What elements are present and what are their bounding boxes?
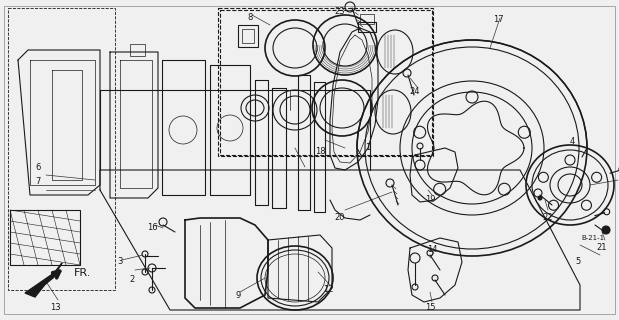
Text: FR.: FR. xyxy=(74,268,92,278)
Text: 2: 2 xyxy=(129,276,134,284)
Bar xyxy=(220,10,432,155)
Bar xyxy=(242,29,254,43)
Text: 18: 18 xyxy=(314,148,326,156)
Text: 7: 7 xyxy=(35,178,41,187)
Bar xyxy=(358,22,376,32)
Text: 12: 12 xyxy=(322,285,333,294)
Text: 15: 15 xyxy=(425,303,435,313)
Text: 9: 9 xyxy=(235,292,241,300)
Text: 24: 24 xyxy=(410,87,420,97)
Bar xyxy=(10,210,80,265)
Text: 19: 19 xyxy=(425,196,435,204)
Bar xyxy=(360,14,374,24)
Polygon shape xyxy=(25,263,62,297)
Text: 1: 1 xyxy=(365,143,371,153)
Bar xyxy=(218,8,433,156)
Text: 17: 17 xyxy=(493,15,503,25)
Circle shape xyxy=(538,196,542,200)
Text: 8: 8 xyxy=(248,13,253,22)
Text: B-21-1: B-21-1 xyxy=(581,235,605,241)
Text: 3: 3 xyxy=(118,258,123,267)
Circle shape xyxy=(602,226,610,234)
Bar xyxy=(238,25,258,47)
Text: 16: 16 xyxy=(147,223,157,233)
Text: 13: 13 xyxy=(50,303,60,313)
Text: 6: 6 xyxy=(35,164,41,172)
Text: 14: 14 xyxy=(426,245,437,254)
Text: 23: 23 xyxy=(335,7,345,17)
Text: 5: 5 xyxy=(576,258,581,267)
Text: 4: 4 xyxy=(569,138,574,147)
Bar xyxy=(130,44,145,56)
Text: 21: 21 xyxy=(597,244,607,252)
Text: 20: 20 xyxy=(335,213,345,222)
Text: 22: 22 xyxy=(543,213,553,222)
